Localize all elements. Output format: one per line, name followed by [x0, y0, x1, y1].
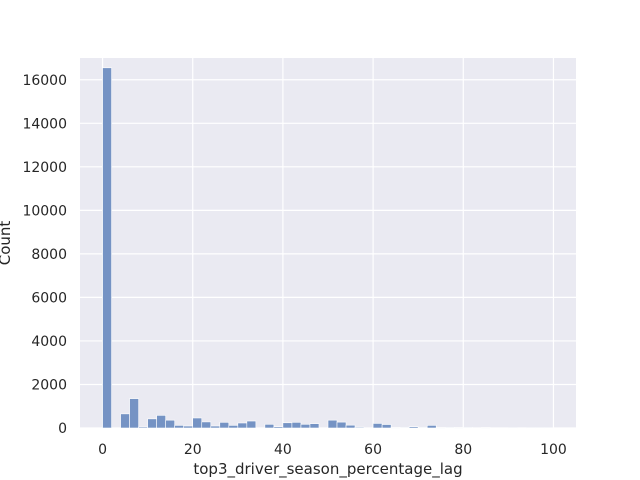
histogram-bar — [273, 426, 284, 429]
histogram-bar — [174, 425, 185, 429]
histogram-bar — [147, 418, 157, 429]
histogram-bar — [453, 427, 464, 429]
histogram-bar — [535, 427, 545, 429]
histogram-bar — [417, 427, 428, 429]
histogram-bar — [544, 427, 554, 429]
y-tick-label: 4000 — [31, 334, 67, 350]
histogram-bar — [490, 427, 500, 429]
histogram-bar — [309, 423, 320, 429]
histogram-bar — [381, 424, 392, 429]
histogram-bar — [201, 421, 212, 429]
histogram-bar — [129, 398, 139, 429]
histogram-bar — [517, 427, 527, 429]
x-axis-label: top3_driver_season_percentage_lag — [193, 460, 462, 479]
histogram-bar — [372, 423, 383, 429]
histogram-bar — [345, 424, 356, 429]
histogram-bar — [219, 422, 230, 429]
x-tick-label: 100 — [540, 442, 567, 458]
y-tick-label: 0 — [58, 421, 67, 437]
histogram-bar — [435, 427, 446, 429]
x-tick-label: 80 — [454, 442, 472, 458]
y-tick-label: 12000 — [22, 160, 67, 176]
histogram-bar — [246, 420, 257, 429]
x-axis-ticks: 0 20 40 60 80 100 — [98, 442, 567, 458]
histogram-bar — [471, 427, 482, 429]
histogram-bar — [336, 421, 347, 429]
histogram-bar — [399, 427, 410, 429]
x-tick-label: 0 — [98, 442, 107, 458]
histogram-bar — [192, 417, 203, 429]
histogram-bar — [138, 426, 148, 429]
histogram-bar — [165, 419, 175, 429]
histogram-bar — [102, 67, 112, 429]
x-tick-label: 20 — [184, 442, 202, 458]
histogram-bar — [183, 425, 194, 429]
y-tick-label: 6000 — [31, 290, 67, 306]
histogram-bar — [390, 427, 401, 429]
histogram-bar — [354, 426, 365, 429]
histogram-bar — [210, 425, 221, 429]
x-tick-label: 40 — [274, 442, 292, 458]
histogram-bar — [282, 422, 293, 429]
histogram-bar — [228, 425, 239, 429]
x-tick-label: 60 — [364, 442, 382, 458]
histogram-bar — [462, 427, 473, 429]
histogram-bar — [264, 423, 275, 429]
y-tick-label: 8000 — [31, 247, 67, 263]
histogram-bar — [300, 423, 311, 429]
y-tick-label: 16000 — [22, 73, 67, 89]
y-tick-label: 14000 — [22, 116, 67, 132]
histogram-bar — [508, 427, 518, 429]
y-tick-label: 2000 — [31, 377, 67, 393]
histogram-bar — [481, 427, 491, 429]
y-axis-ticks: 0 2000 4000 6000 8000 10000 12000 14000 16000 — [22, 73, 67, 437]
y-axis-label: Count — [0, 221, 14, 266]
histogram-bar — [237, 422, 248, 429]
histogram-bar — [426, 425, 437, 429]
histogram-bar — [120, 413, 130, 429]
histogram-bar — [156, 415, 166, 429]
y-tick-label: 10000 — [22, 203, 67, 219]
histogram-bar — [408, 426, 419, 429]
histogram-bar — [291, 422, 302, 429]
histogram-bar — [444, 427, 455, 429]
histogram-bars — [102, 67, 554, 429]
plot-area — [80, 58, 576, 428]
histogram-bar — [327, 419, 338, 429]
grid-lines — [80, 58, 576, 429]
histogram-bar — [499, 427, 509, 429]
histogram-bar — [526, 427, 536, 429]
